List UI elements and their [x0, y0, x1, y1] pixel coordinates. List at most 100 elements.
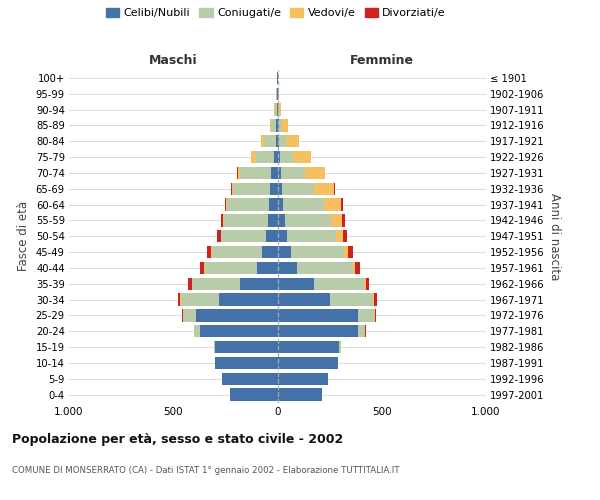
Bar	[283, 198, 324, 211]
Bar	[192, 278, 240, 290]
Text: Femmine: Femmine	[350, 54, 414, 67]
Bar	[341, 198, 343, 211]
Text: Maschi: Maschi	[149, 54, 197, 67]
Bar	[181, 294, 219, 306]
Bar	[277, 151, 280, 164]
Bar	[188, 278, 191, 290]
Bar	[222, 372, 277, 385]
Bar	[277, 135, 279, 147]
Bar	[212, 246, 262, 258]
Bar	[214, 341, 215, 353]
Bar	[358, 309, 374, 322]
Bar	[274, 104, 275, 116]
Bar	[277, 341, 339, 353]
Bar	[274, 151, 277, 164]
Bar	[266, 230, 277, 242]
Bar	[221, 230, 266, 242]
Bar	[275, 104, 277, 116]
Bar	[265, 135, 276, 147]
Bar	[339, 341, 341, 353]
Bar	[279, 135, 286, 147]
Bar	[278, 104, 280, 116]
Bar	[230, 182, 232, 195]
Bar	[271, 166, 277, 179]
Bar	[196, 309, 277, 322]
Bar	[285, 214, 331, 226]
Bar	[277, 230, 287, 242]
Bar	[374, 294, 377, 306]
Bar	[373, 294, 374, 306]
Bar	[355, 262, 359, 274]
Bar	[277, 309, 358, 322]
Bar	[215, 356, 277, 369]
Bar	[251, 151, 256, 164]
Bar	[298, 262, 353, 274]
Bar	[227, 198, 269, 211]
Bar	[277, 262, 298, 274]
Bar	[277, 198, 283, 211]
Bar	[276, 135, 277, 147]
Bar	[305, 166, 325, 179]
Bar	[194, 325, 200, 338]
Bar	[331, 214, 342, 226]
Bar	[226, 198, 227, 211]
Bar	[223, 214, 224, 226]
Bar	[277, 214, 285, 226]
Bar	[365, 278, 370, 290]
Bar	[282, 119, 288, 132]
Bar	[364, 278, 365, 290]
Bar	[277, 182, 282, 195]
Bar	[277, 104, 278, 116]
Text: COMUNE DI MONSERRATO (CA) - Dati ISTAT 1° gennaio 2002 - Elaborazione TUTTITALIA: COMUNE DI MONSERRATO (CA) - Dati ISTAT 1…	[12, 466, 400, 475]
Bar	[336, 230, 343, 242]
Y-axis label: Anni di nascita: Anni di nascita	[548, 192, 562, 280]
Bar	[200, 325, 277, 338]
Bar	[178, 294, 180, 306]
Bar	[262, 246, 277, 258]
Bar	[233, 182, 270, 195]
Bar	[293, 151, 311, 164]
Bar	[219, 294, 277, 306]
Bar	[271, 119, 277, 132]
Bar	[374, 309, 375, 322]
Bar	[280, 104, 281, 116]
Bar	[238, 166, 240, 179]
Bar	[334, 182, 335, 195]
Bar	[225, 198, 226, 211]
Bar	[261, 135, 265, 147]
Bar	[205, 262, 257, 274]
Bar	[182, 309, 196, 322]
Bar	[329, 294, 373, 306]
Bar	[286, 135, 299, 147]
Bar	[240, 166, 271, 179]
Bar	[230, 388, 277, 401]
Bar	[342, 214, 344, 226]
Bar	[232, 182, 233, 195]
Bar	[200, 262, 204, 274]
Bar	[277, 119, 278, 132]
Bar	[207, 246, 211, 258]
Bar	[349, 246, 353, 258]
Bar	[314, 278, 364, 290]
Bar	[277, 325, 358, 338]
Bar	[353, 262, 355, 274]
Bar	[217, 230, 221, 242]
Bar	[375, 309, 376, 322]
Bar	[277, 246, 291, 258]
Bar	[282, 182, 314, 195]
Bar	[277, 294, 329, 306]
Bar	[224, 214, 268, 226]
Bar	[270, 182, 277, 195]
Bar	[257, 262, 277, 274]
Bar	[314, 182, 334, 195]
Bar	[287, 230, 336, 242]
Bar	[344, 246, 349, 258]
Bar	[278, 119, 282, 132]
Bar	[256, 151, 274, 164]
Bar	[237, 166, 238, 179]
Bar	[281, 166, 305, 179]
Bar	[240, 278, 277, 290]
Bar	[324, 198, 341, 211]
Bar	[277, 388, 322, 401]
Legend: Celibi/Nubili, Coniugati/e, Vedovi/e, Divorziati/e: Celibi/Nubili, Coniugati/e, Vedovi/e, Di…	[101, 3, 451, 22]
